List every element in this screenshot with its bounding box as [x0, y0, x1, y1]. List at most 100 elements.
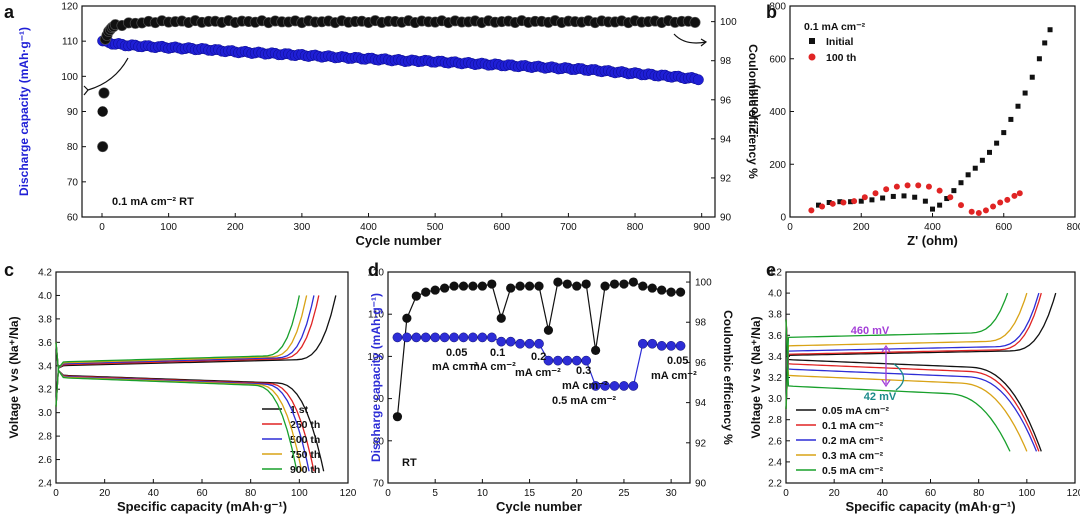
- ce-point: [666, 287, 676, 297]
- x-tick-label: 15: [524, 488, 536, 499]
- y2-axis-label: Coulombic efficiency %: [746, 44, 760, 179]
- y-tick-label: 90: [67, 107, 79, 118]
- y2-tick-label: 98: [695, 318, 707, 329]
- 100th-point: [808, 207, 815, 214]
- y-tick-label: 3.6: [38, 338, 52, 349]
- x-tick-label: 300: [294, 222, 311, 233]
- y-tick-label: 110: [62, 37, 78, 48]
- x-tick-label: 10: [477, 488, 489, 499]
- capacity-point: [496, 336, 507, 347]
- ce-point: [600, 281, 610, 291]
- 100th-point: [925, 183, 932, 190]
- 100th-point: [883, 186, 890, 193]
- rate-label: 0.3: [576, 365, 591, 377]
- initial-point: [979, 157, 985, 163]
- x-tick-label: 120: [340, 488, 357, 499]
- 100th-point: [958, 202, 964, 209]
- legend-label: 500 th: [290, 434, 320, 446]
- capacity-point: [553, 355, 563, 366]
- initial-point: [930, 206, 935, 212]
- ce-point: [411, 291, 421, 301]
- y-axis-label: Voltage V vs (Na⁺/Na): [749, 316, 763, 438]
- 100th-point: [819, 203, 826, 210]
- x-tick-label: 600: [995, 222, 1012, 233]
- 100th-point: [851, 198, 858, 205]
- y-tick-label: 3.4: [768, 352, 782, 363]
- x-tick-label: 0: [385, 488, 391, 499]
- discharge-curve: [785, 319, 1040, 452]
- y-tick-label: 2.8: [768, 415, 782, 426]
- initial-point: [994, 140, 1000, 146]
- y-tick-label: 120: [61, 2, 78, 13]
- x-axis-label: Cycle number: [496, 499, 582, 514]
- x-axis-label: Cycle number: [356, 233, 442, 248]
- ce-point: [477, 281, 487, 291]
- capacity-point: [420, 332, 431, 343]
- panel-label-b: b: [766, 2, 777, 22]
- ce-point: [468, 281, 478, 291]
- ce-point: [657, 285, 667, 295]
- y2-tick-label: 96: [720, 95, 732, 106]
- x-tick-label: 60: [196, 488, 208, 499]
- x-axis-label: Z' (ohm): [907, 233, 958, 248]
- initial-point: [901, 193, 907, 199]
- charge-curve: [785, 292, 1040, 410]
- y-axis-label: Voltage V vs (Na⁺/Na): [7, 316, 21, 438]
- ce-point: [553, 277, 563, 287]
- y2-tick-label: 92: [695, 438, 707, 449]
- discharge-curve: [785, 319, 1028, 452]
- charge-curve: [785, 292, 1028, 410]
- ce-point: [430, 285, 440, 295]
- panel-label-d: d: [368, 260, 379, 280]
- x-tick-label: 0: [53, 488, 59, 499]
- x-tick-label: 200: [853, 222, 870, 233]
- ce-point: [534, 281, 544, 291]
- capacity-point: [468, 332, 478, 343]
- initial-point: [922, 198, 928, 204]
- capacity-point: [692, 74, 704, 86]
- rate-label: mA cm⁻²: [651, 370, 697, 382]
- arrow-left: [87, 57, 129, 91]
- capacity-point: [571, 355, 582, 366]
- x-tick-label: 80: [245, 488, 257, 499]
- panel-label-a: a: [4, 2, 15, 22]
- y-tick-label: 4.2: [38, 268, 52, 279]
- charge-curve: [55, 295, 337, 407]
- legend-label: 0.05 mA cm⁻²: [822, 405, 890, 417]
- x-tick-label: 0: [99, 222, 105, 233]
- initial-point: [1008, 116, 1014, 122]
- x-tick-label: 800: [627, 222, 644, 233]
- y-tick-label: 4.0: [768, 289, 782, 300]
- ce-point: [496, 313, 506, 323]
- y-tick-label: 2.6: [768, 436, 782, 447]
- legend-100th-marker: [808, 53, 816, 61]
- y-tick-label: 3.6: [768, 331, 782, 342]
- plot-frame: [81, 5, 716, 218]
- x-tick-label: 100: [291, 488, 308, 499]
- y-axis-label: Discharge capacity (mAh·g⁻¹): [369, 293, 383, 462]
- y-tick-label: 2.4: [768, 457, 782, 468]
- capacity-point: [477, 332, 488, 343]
- y-tick-label: 400: [769, 107, 786, 118]
- legend-100th-label: 100 th: [826, 52, 856, 64]
- x-tick-label: 0: [783, 488, 789, 499]
- x-tick-label: 20: [829, 488, 841, 499]
- capacity-point: [675, 341, 686, 351]
- y-tick-label: 3.0: [38, 408, 52, 419]
- y2-tick-label: 100: [695, 278, 712, 289]
- legend-initial-marker: [809, 38, 815, 44]
- x-tick-label: 20: [99, 488, 111, 499]
- arrow-left-head: [83, 85, 89, 96]
- initial-point: [1001, 130, 1007, 136]
- discharge-curve: [785, 319, 1038, 452]
- y2-tick-label: 90: [695, 479, 707, 490]
- 100th-point: [829, 200, 836, 207]
- capacity-point: [637, 338, 648, 349]
- ce-point: [440, 283, 450, 293]
- initial-point: [944, 196, 950, 202]
- annotation-42mv: 42 mV: [864, 391, 897, 403]
- discharge-curve: [785, 319, 1042, 452]
- ce-point: [506, 283, 516, 293]
- y-tick-label: 70: [67, 177, 79, 188]
